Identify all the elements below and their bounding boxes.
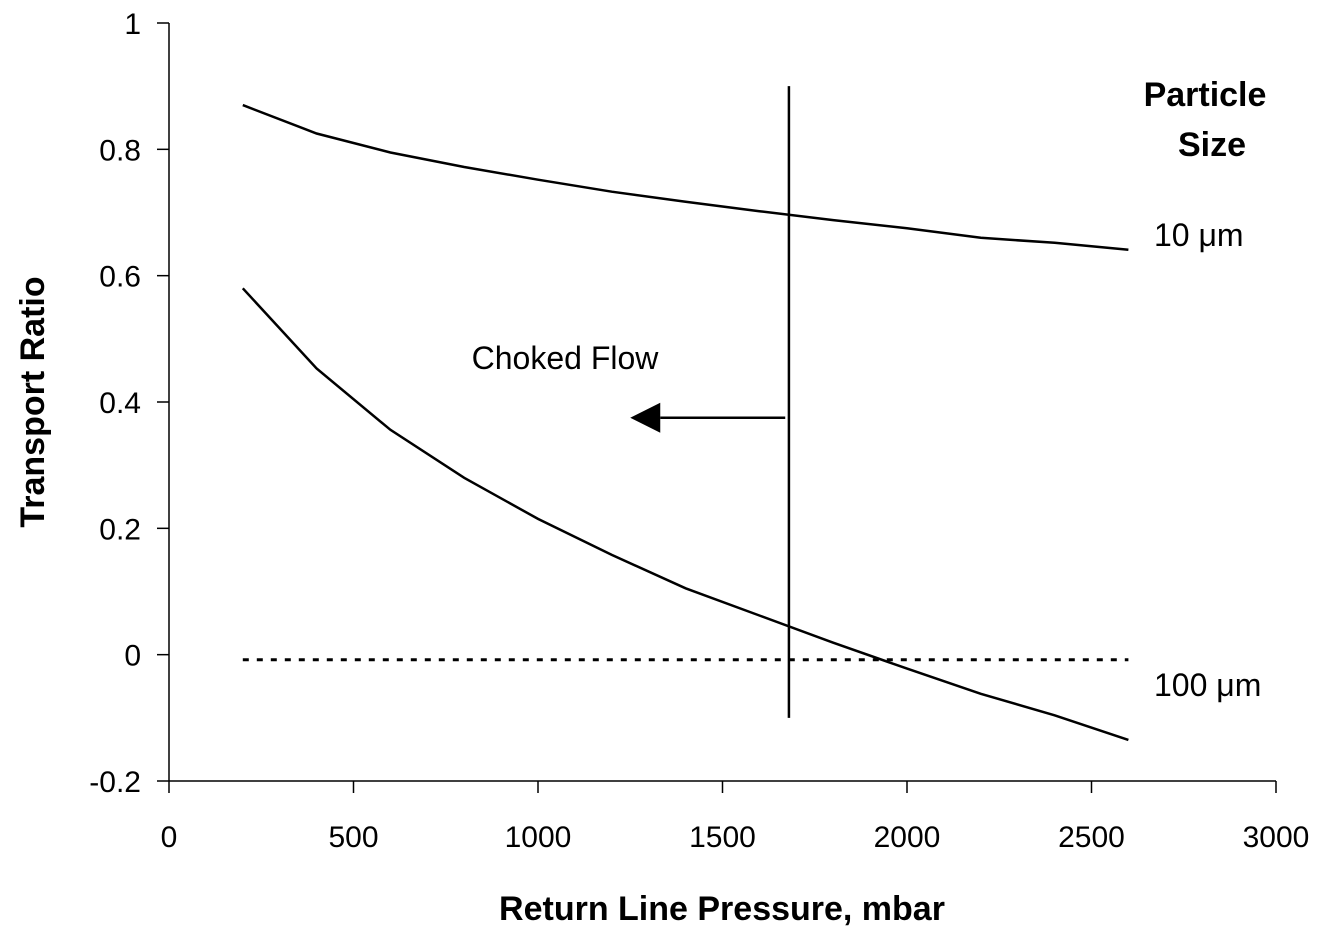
series-line-100um [241, 287, 1129, 742]
x-tick-label: 1500 [689, 821, 756, 854]
legend-title-line-1: Particle [1144, 76, 1267, 114]
y-tick-label: 0 [124, 640, 141, 673]
x-tick-label: 3000 [1243, 821, 1310, 854]
x-tick-label: 2000 [874, 821, 941, 854]
x-tick-label: 1000 [505, 821, 572, 854]
series-label-10um: 10 μm [1154, 217, 1244, 253]
axes [168, 23, 1276, 782]
series-line-10um [242, 103, 1129, 252]
y-tick-label: 0.2 [99, 513, 141, 546]
choked-flow-label: Choked Flow [472, 340, 660, 376]
series-group [241, 103, 1129, 742]
annotation-group [630, 402, 786, 433]
y-tick-label: -0.2 [89, 766, 141, 799]
y-axis-title: Transport Ratio [14, 276, 52, 527]
x-tick-label: 0 [161, 821, 178, 854]
choked-flow-arrow-head [630, 402, 661, 433]
legend-title-line-2: Size [1178, 126, 1246, 164]
y-tick-label: 0.8 [99, 134, 141, 167]
series-label-100um: 100 μm [1154, 667, 1261, 703]
reference-line-group [242, 86, 1129, 718]
x-axis-title: Return Line Pressure, mbar [499, 890, 945, 927]
y-tick-label: 1 [124, 8, 141, 41]
x-tick-label: 500 [328, 821, 378, 854]
y-tick-label: 0.4 [99, 387, 141, 420]
ticks: -0.2 0 0.2 0.4 0.6 0.8 1 0 500 1000 1500 2000 2500 30… [89, 8, 1309, 854]
y-tick-label: 0.6 [99, 261, 141, 294]
x-tick-label: 2500 [1058, 821, 1125, 854]
